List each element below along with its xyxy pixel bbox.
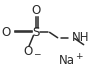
Text: S: S [32,26,40,39]
Text: −: − [33,49,41,58]
Text: O: O [23,45,33,58]
Text: NH: NH [72,31,89,44]
Text: O: O [32,4,41,17]
Text: Na: Na [59,54,75,67]
Text: +: + [75,52,82,61]
Text: O: O [1,26,10,39]
